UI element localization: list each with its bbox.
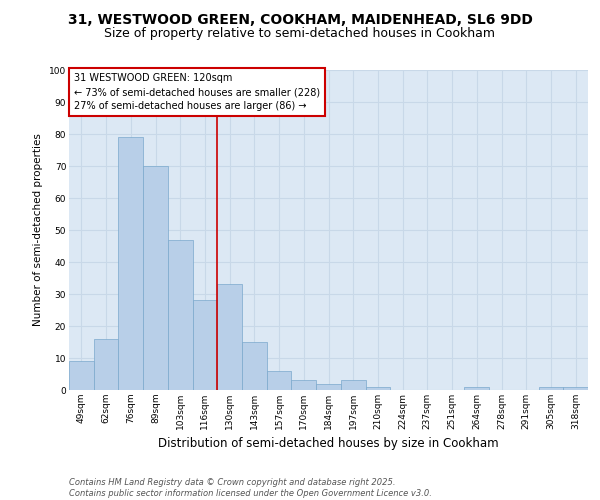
- Bar: [341, 380, 365, 390]
- Text: Size of property relative to semi-detached houses in Cookham: Size of property relative to semi-detach…: [104, 28, 496, 40]
- Bar: [464, 387, 489, 390]
- Bar: [539, 387, 563, 390]
- Bar: [94, 339, 118, 390]
- Text: Contains HM Land Registry data © Crown copyright and database right 2025.
Contai: Contains HM Land Registry data © Crown c…: [69, 478, 432, 498]
- X-axis label: Distribution of semi-detached houses by size in Cookham: Distribution of semi-detached houses by …: [158, 438, 499, 450]
- Bar: [118, 137, 143, 390]
- Text: 31, WESTWOOD GREEN, COOKHAM, MAIDENHEAD, SL6 9DD: 31, WESTWOOD GREEN, COOKHAM, MAIDENHEAD,…: [68, 12, 532, 26]
- Bar: [143, 166, 168, 390]
- Bar: [217, 284, 242, 390]
- Bar: [242, 342, 267, 390]
- Bar: [193, 300, 217, 390]
- Bar: [365, 387, 390, 390]
- Bar: [69, 361, 94, 390]
- Bar: [168, 240, 193, 390]
- Bar: [563, 387, 588, 390]
- Bar: [316, 384, 341, 390]
- Bar: [292, 380, 316, 390]
- Text: 31 WESTWOOD GREEN: 120sqm
← 73% of semi-detached houses are smaller (228)
27% of: 31 WESTWOOD GREEN: 120sqm ← 73% of semi-…: [74, 73, 320, 111]
- Y-axis label: Number of semi-detached properties: Number of semi-detached properties: [34, 134, 43, 326]
- Bar: [267, 371, 292, 390]
